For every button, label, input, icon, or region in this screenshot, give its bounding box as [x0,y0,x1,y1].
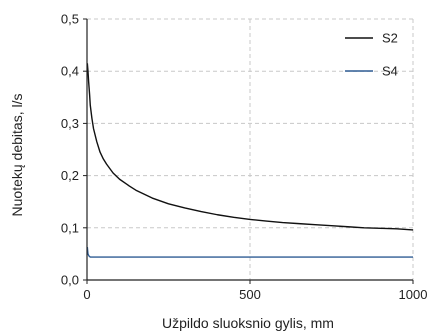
y-tick-label: 0,0 [61,273,79,288]
series-lines [86,63,414,258]
tick-labels: 0,0 0,1 0,2 0,3 0,4 0,5 0 500 1000 [61,12,427,303]
y-tick-label: 0,3 [61,116,79,131]
x-axis-title: Užpildo sluoksnio gylis, mm [162,315,334,331]
grid-lines [87,18,414,280]
y-axis-title: Nuotekų debitas, l/s [9,94,25,217]
legend-label-s2: S2 [382,31,398,46]
x-tick-label: 500 [239,287,261,302]
x-tick-label: 1000 [399,287,427,302]
x-tick-label: 0 [83,287,90,302]
legend-label-s4: S4 [382,64,398,79]
y-tick-label: 0,2 [61,168,79,183]
series-line-s2 [86,63,414,231]
y-tick-label: 0,5 [61,12,79,27]
axes [83,18,414,284]
legend: S2 S4 [345,31,398,79]
y-tick-label: 0,1 [61,220,79,235]
series-line-s4 [86,247,413,258]
y-tick-label: 0,4 [61,64,79,79]
